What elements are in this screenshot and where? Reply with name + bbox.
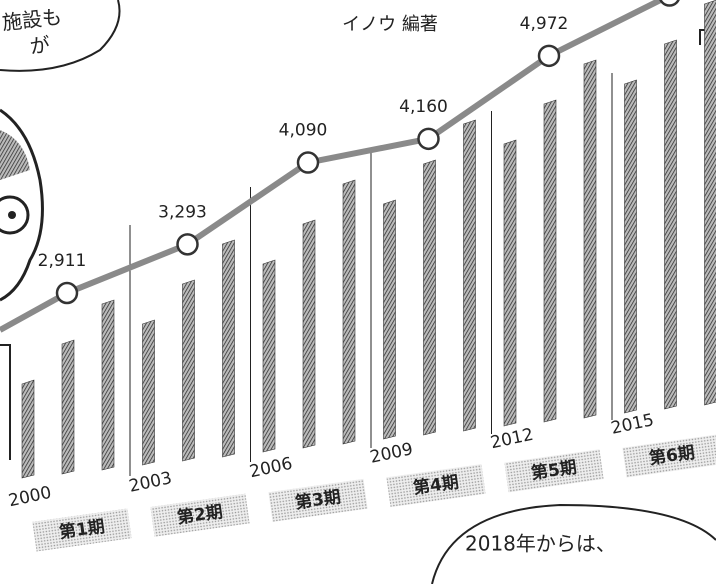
bar (543, 99, 557, 423)
data-label: 4,972 (520, 14, 569, 34)
bar (21, 379, 35, 479)
x-tick-label: 2006 (248, 454, 294, 483)
bar (704, 0, 716, 406)
x-tick-label: 2000 (7, 483, 53, 512)
bar (463, 119, 476, 432)
point (296, 151, 320, 174)
point (176, 233, 199, 256)
bar (503, 139, 517, 427)
bar (383, 199, 396, 440)
x-tick-label: 2009 (368, 439, 414, 468)
point (659, 0, 680, 7)
bar (302, 219, 316, 449)
bar (222, 239, 235, 458)
data-label: 3,293 (158, 202, 207, 222)
point (55, 281, 79, 305)
point (417, 127, 440, 151)
bar (583, 59, 597, 419)
title: イノウ 編著 (342, 14, 438, 35)
x-tick-label: 2015 (609, 410, 655, 439)
annotation: と施設も (0, 5, 63, 37)
x-tick-label: 2003 (127, 468, 173, 497)
bar (182, 279, 195, 462)
data-label: 4,160 (399, 97, 448, 117)
bar (664, 39, 677, 410)
bar (423, 159, 436, 436)
data-label: 2,911 (38, 251, 87, 271)
bar (624, 79, 637, 414)
data-label: 4,090 (279, 121, 328, 141)
bar (61, 339, 75, 475)
period-badge (32, 508, 132, 552)
period-badge (150, 493, 250, 537)
period-badge (268, 478, 368, 522)
annotation: が (29, 32, 51, 58)
bar (262, 259, 276, 453)
bar (142, 319, 155, 466)
x-tick-label: 2012 (489, 425, 535, 454)
annotation: 2018年からは、 (465, 532, 616, 556)
point (537, 44, 561, 68)
period-badge (622, 434, 716, 478)
bar (101, 299, 115, 471)
period-badge (386, 464, 486, 508)
period-badge (504, 449, 604, 493)
bar (342, 179, 356, 445)
